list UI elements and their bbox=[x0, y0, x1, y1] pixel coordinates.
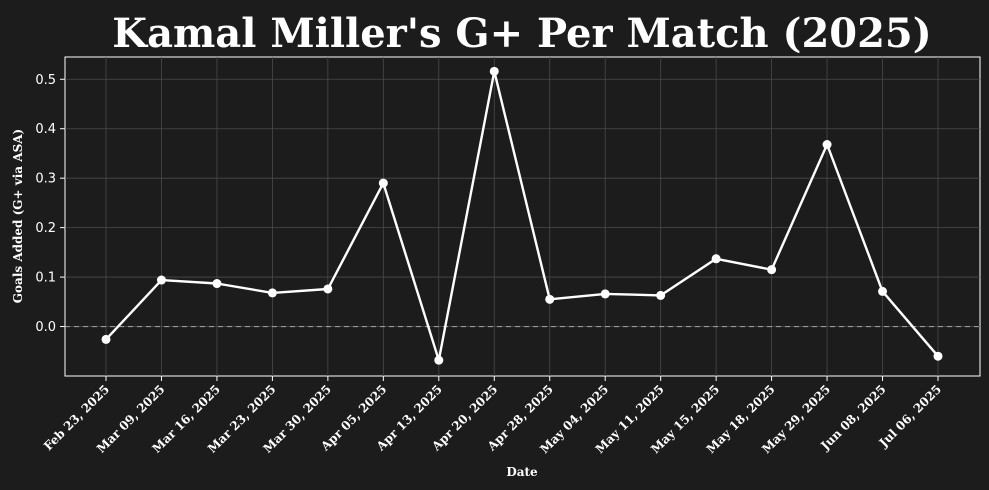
series-polyline bbox=[105, 70, 939, 362]
y-axis: 0.0 0.1 0.2 0.3 0.4 0.5 bbox=[35, 73, 65, 335]
y-tick-label: 0.1 bbox=[35, 271, 56, 286]
y-tick-label: 0.4 bbox=[35, 122, 56, 137]
data-point bbox=[545, 294, 555, 304]
data-point bbox=[489, 66, 499, 76]
data-point bbox=[212, 279, 222, 289]
data-point bbox=[767, 265, 777, 275]
chart-title: Kamal Miller's G+ Per Match (2025) bbox=[112, 10, 931, 57]
data-point bbox=[933, 351, 943, 361]
y-tick-label: 0.5 bbox=[35, 73, 56, 88]
data-point bbox=[156, 275, 166, 285]
y-tick-label: 0.0 bbox=[35, 320, 56, 335]
grid-lines bbox=[65, 57, 980, 376]
data-point bbox=[600, 289, 610, 299]
series-line bbox=[105, 70, 939, 362]
data-points bbox=[101, 66, 943, 365]
y-tick-label: 0.2 bbox=[35, 221, 56, 236]
plot-area bbox=[64, 56, 981, 377]
data-point bbox=[267, 288, 277, 298]
data-point bbox=[878, 286, 888, 296]
data-point bbox=[434, 355, 444, 365]
data-point bbox=[656, 290, 666, 300]
data-point bbox=[323, 284, 333, 294]
data-point bbox=[711, 254, 721, 264]
data-point bbox=[822, 140, 832, 150]
y-axis-label: Goals Added (G+ via ASA) bbox=[11, 129, 25, 303]
data-point bbox=[101, 334, 111, 344]
x-axis-label: Date bbox=[506, 465, 538, 479]
data-point bbox=[378, 178, 388, 188]
y-tick-label: 0.3 bbox=[35, 172, 56, 187]
